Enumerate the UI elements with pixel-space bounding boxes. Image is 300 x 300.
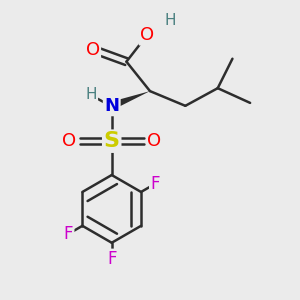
Text: F: F bbox=[107, 250, 116, 268]
Text: S: S bbox=[104, 131, 120, 151]
Text: H: H bbox=[85, 87, 97, 102]
Polygon shape bbox=[110, 91, 150, 110]
Text: F: F bbox=[150, 175, 160, 193]
Text: O: O bbox=[62, 132, 76, 150]
Text: O: O bbox=[85, 41, 100, 59]
Text: H: H bbox=[165, 13, 176, 28]
Text: F: F bbox=[64, 225, 73, 243]
Text: O: O bbox=[147, 132, 161, 150]
Text: O: O bbox=[140, 26, 154, 44]
Text: N: N bbox=[104, 97, 119, 115]
